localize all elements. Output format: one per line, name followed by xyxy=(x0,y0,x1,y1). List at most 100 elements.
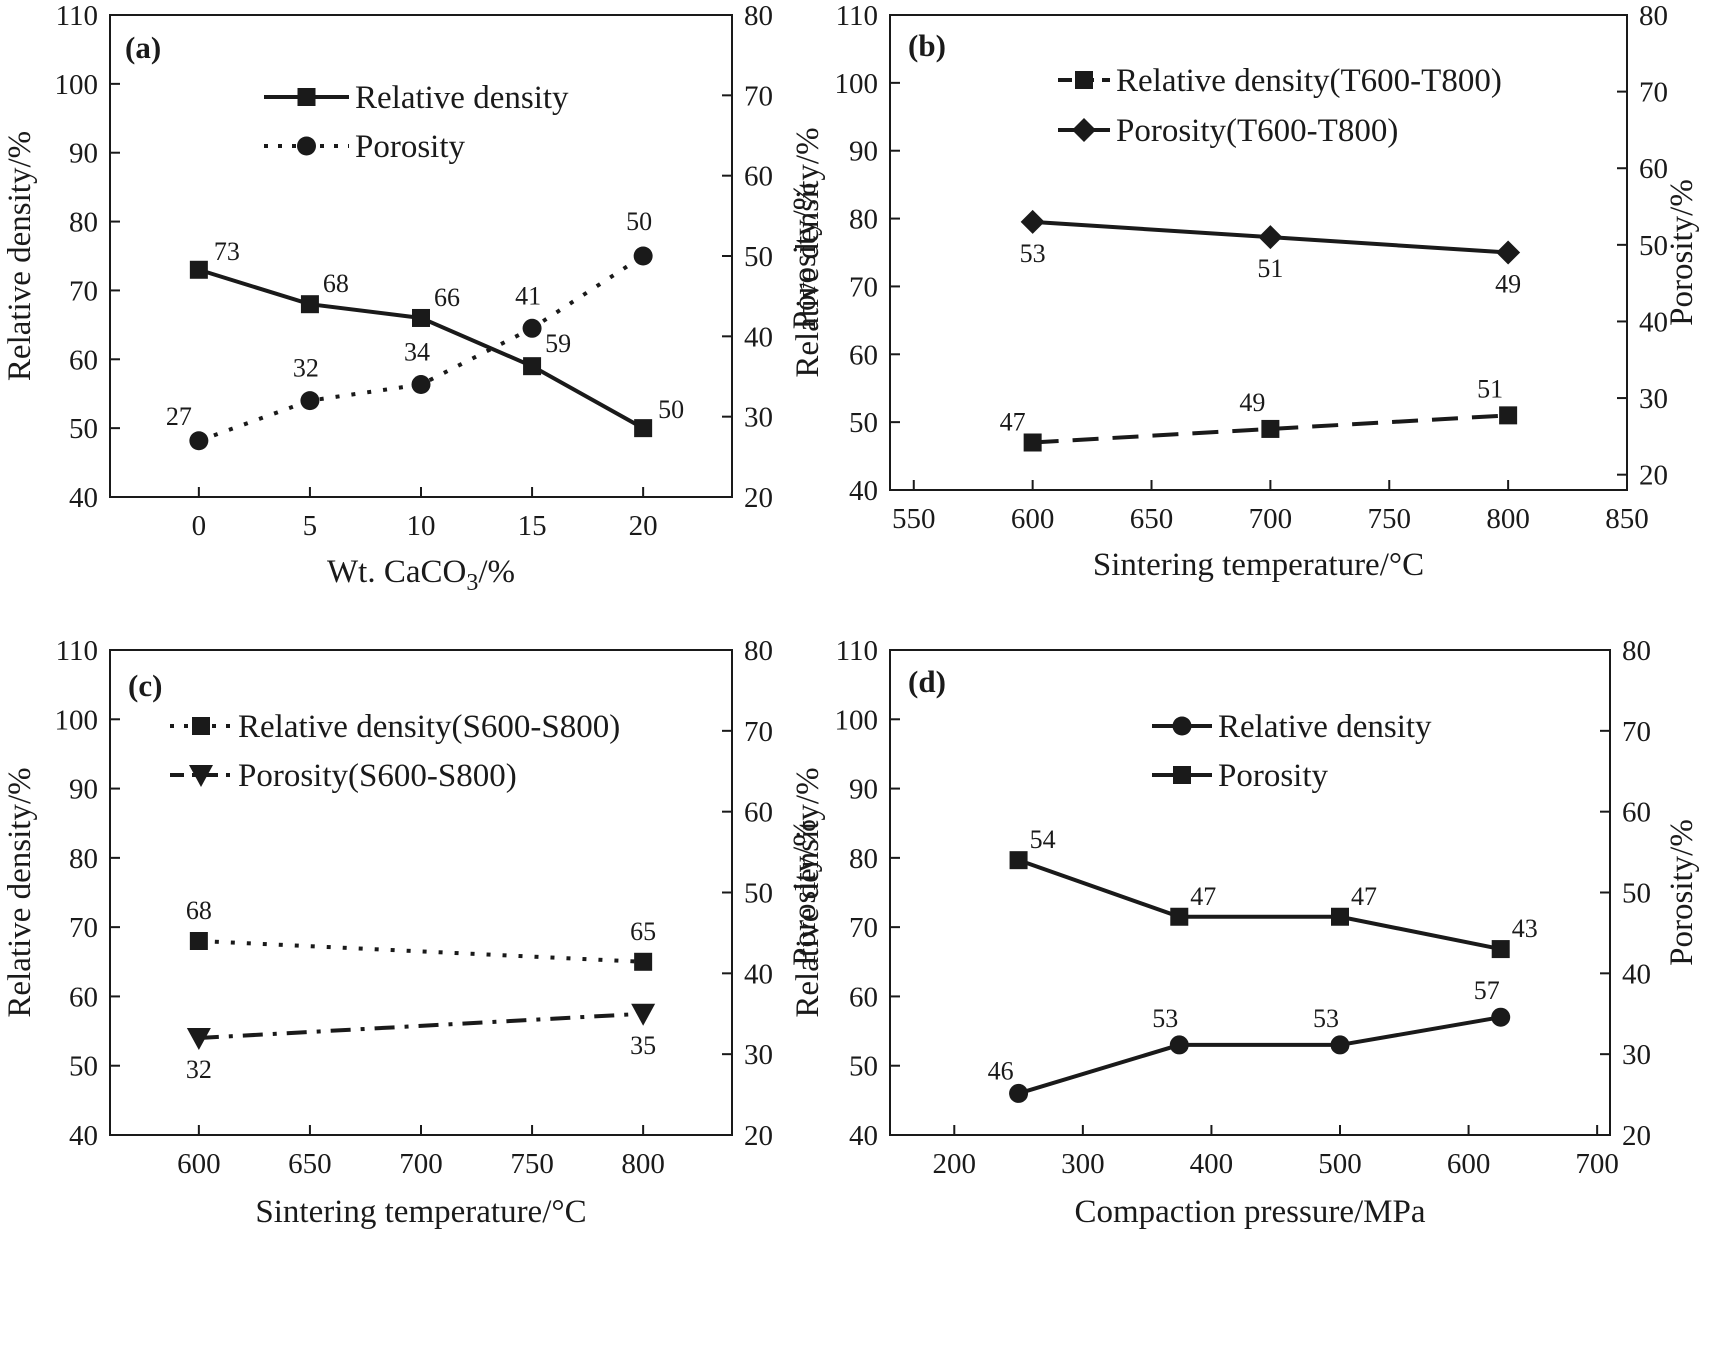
y2-tick-label: 30 xyxy=(744,402,773,434)
data-label: 57 xyxy=(1474,976,1500,1005)
data-label: 34 xyxy=(404,338,430,367)
x-tick-label: 800 xyxy=(621,1148,665,1180)
x-tick-label: 700 xyxy=(1575,1148,1619,1180)
legend-marker xyxy=(297,136,316,156)
data-label: 50 xyxy=(626,207,652,236)
data-point-marker xyxy=(633,246,653,266)
x-tick-label: 850 xyxy=(1605,503,1649,535)
panel-label: (c) xyxy=(128,668,162,703)
data-point-marker xyxy=(411,375,431,395)
data-point-marker xyxy=(634,952,653,971)
data-point-marker xyxy=(186,1028,211,1050)
data-point-marker xyxy=(189,431,209,451)
data-point-marker xyxy=(1020,209,1045,234)
x-tick-label: 750 xyxy=(1368,503,1412,535)
series-line xyxy=(1017,858,1502,952)
y-tick-label: 80 xyxy=(69,843,98,875)
y-tick-label: 80 xyxy=(849,843,878,875)
y-tick-label: 50 xyxy=(69,1051,98,1083)
y-tick-label: 50 xyxy=(69,413,98,445)
y-tick-label: 90 xyxy=(849,136,878,168)
y2-tick-label: 50 xyxy=(744,878,773,910)
y-tick-label: 70 xyxy=(69,275,98,307)
y-axis-title: Relative density/% xyxy=(2,767,38,1017)
legend-label: Porosity(S600-S800) xyxy=(238,758,517,794)
x-axis-title-subscript: 3 xyxy=(466,570,478,596)
x-tick-label: 0 xyxy=(192,510,207,542)
data-label: 35 xyxy=(630,1031,656,1060)
y-tick-label: 100 xyxy=(55,69,99,101)
x-axis-title: Sintering temperature/°C xyxy=(255,1194,586,1230)
y-tick-label: 100 xyxy=(55,704,99,736)
data-label: 68 xyxy=(323,269,349,298)
legend-label: Porosity xyxy=(1218,758,1329,794)
x-tick-label: 5 xyxy=(303,510,318,542)
data-label: 47 xyxy=(1351,882,1377,911)
y-tick-label: 90 xyxy=(849,774,878,806)
data-point-marker xyxy=(1261,419,1280,438)
series-line xyxy=(198,939,644,964)
y2-tick-label: 70 xyxy=(744,716,773,748)
y2-tick-label: 80 xyxy=(1622,635,1651,667)
data-point-marker xyxy=(1491,1007,1511,1027)
legend-label: Relative density xyxy=(1218,709,1432,745)
y2-tick-label: 40 xyxy=(744,321,773,353)
x-tick-label: 600 xyxy=(1011,503,1055,535)
data-point-marker xyxy=(522,318,542,338)
data-label: 49 xyxy=(1495,270,1521,299)
y-axis-title: Relative density/% xyxy=(2,131,38,381)
y2-axis-title: Porosity/% xyxy=(787,183,823,330)
x-axis-title-tail: /% xyxy=(478,554,515,590)
y-tick-label: 40 xyxy=(69,482,98,514)
data-point-marker xyxy=(1023,433,1042,452)
data-label: 51 xyxy=(1257,254,1283,283)
data-point-marker xyxy=(631,1003,656,1026)
x-tick-label: 400 xyxy=(1190,1148,1234,1180)
y-tick-label: 110 xyxy=(836,635,878,667)
legend-label: Porosity(T600-T800) xyxy=(1116,113,1398,149)
x-tick-label: 700 xyxy=(399,1148,443,1180)
chart-panel-b: 550 600 650 700 750 800 850 40 50 60 70 80 90 100 110 2… xyxy=(790,0,1700,583)
y-tick-label: 60 xyxy=(849,339,878,371)
y2-tick-label: 50 xyxy=(1622,878,1651,910)
y-tick-label: 110 xyxy=(56,635,98,667)
x-axis-title: Compaction pressure/MPa xyxy=(1074,1194,1425,1230)
data-label: 68 xyxy=(186,896,212,925)
x-axis-title: Wt. CaCO3/% xyxy=(327,554,515,596)
data-label: 59 xyxy=(545,329,571,358)
data-point-marker xyxy=(412,308,430,327)
y2-tick-label: 20 xyxy=(1639,460,1668,492)
legend-marker xyxy=(189,765,213,787)
legend-label: Relative density(T600-T800) xyxy=(1116,63,1502,99)
y2-tick-label: 40 xyxy=(744,958,773,990)
y2-tick-label: 40 xyxy=(1622,958,1651,990)
panel-label: (b) xyxy=(908,28,946,63)
y2-tick-label: 30 xyxy=(1639,383,1668,415)
y-tick-label: 50 xyxy=(849,1051,878,1083)
legend-marker xyxy=(297,88,316,106)
y2-tick-label: 70 xyxy=(1622,716,1651,748)
y2-axis-title: Porosity/% xyxy=(1664,819,1700,966)
legend-label: Relative density xyxy=(355,80,569,116)
x-tick-label: 300 xyxy=(1061,1148,1105,1180)
data-label: 54 xyxy=(1030,825,1056,854)
y-tick-label: 70 xyxy=(69,912,98,944)
x-tick-label: 650 xyxy=(1130,503,1174,535)
data-point-marker xyxy=(300,295,319,314)
y-tick-label: 100 xyxy=(835,704,879,736)
data-point-marker xyxy=(1491,940,1510,959)
y2-tick-label: 70 xyxy=(744,80,773,112)
x-axis-title: Sintering temperature/°C xyxy=(1093,547,1424,583)
y2-tick-label: 80 xyxy=(1639,0,1668,32)
data-point-marker xyxy=(1169,1035,1189,1055)
data-label: 47 xyxy=(1000,408,1026,437)
data-point-marker xyxy=(1009,851,1028,870)
y-tick-label: 50 xyxy=(849,407,878,439)
data-label: 47 xyxy=(1190,882,1216,911)
y-tick-label: 60 xyxy=(69,344,98,376)
series-line xyxy=(198,1011,644,1040)
y2-axis-title: Porosity/% xyxy=(787,819,823,966)
y-tick-label: 90 xyxy=(69,774,98,806)
data-point-marker xyxy=(189,932,208,950)
